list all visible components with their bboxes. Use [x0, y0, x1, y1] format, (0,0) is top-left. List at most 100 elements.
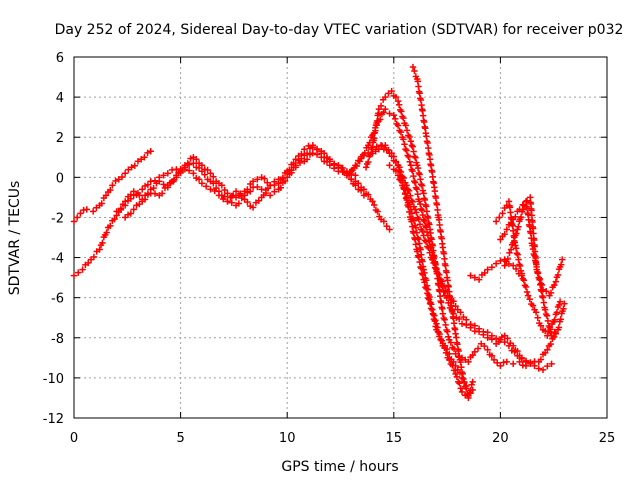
data-point: [443, 345, 451, 353]
data-point: [298, 150, 305, 158]
data-point: [403, 127, 411, 134]
data-point: [279, 174, 287, 182]
data-point: [439, 310, 447, 317]
data-point: [398, 108, 405, 115]
data-point: [383, 222, 390, 230]
data-point: [141, 196, 149, 203]
data-point: [551, 316, 558, 323]
data-point: [365, 158, 372, 166]
data-point: [397, 177, 405, 184]
data-point: [356, 158, 363, 165]
data-point: [160, 172, 167, 179]
data-point: [89, 208, 97, 215]
data-point: [198, 162, 206, 169]
data-point: [103, 229, 110, 236]
data-point: [418, 182, 426, 189]
data-point: [469, 386, 476, 394]
data-point: [107, 186, 114, 194]
data-point: [410, 148, 417, 155]
data-point: [452, 370, 459, 378]
data-point: [516, 262, 524, 270]
data-point: [442, 321, 449, 329]
data-point: [139, 186, 146, 193]
data-point: [403, 147, 410, 154]
data-point: [347, 176, 355, 183]
data-point: [507, 219, 515, 226]
data-point: [480, 331, 487, 338]
data-point: [406, 133, 413, 141]
data-point: [437, 336, 444, 343]
y-tick-label: 2: [56, 131, 64, 146]
data-point: [504, 255, 512, 263]
y-tick-label: 6: [56, 51, 64, 66]
data-point: [481, 342, 488, 350]
data-point: [406, 158, 413, 165]
data-point: [221, 186, 228, 194]
data-point: [408, 210, 416, 217]
data-point: [195, 176, 203, 183]
data-point: [85, 259, 92, 267]
data-point: [526, 295, 533, 303]
data-point: [70, 272, 78, 279]
data-point: [386, 162, 393, 169]
data-point: [514, 347, 521, 355]
data-point: [490, 356, 498, 364]
data-point: [497, 362, 504, 370]
data-point: [394, 162, 402, 169]
data-point: [134, 189, 142, 197]
data-point: [497, 236, 504, 243]
y-tick-label: 4: [56, 91, 64, 106]
data-point: [160, 181, 167, 188]
data-point: [237, 190, 244, 197]
data-point: [147, 148, 154, 155]
data-point: [121, 170, 129, 177]
data-point: [504, 335, 511, 342]
data-point: [522, 362, 530, 370]
data-point: [423, 277, 430, 284]
data-point: [202, 183, 210, 190]
data-point: [436, 333, 443, 340]
y-tick-label: -2: [51, 211, 64, 226]
data-point: [352, 172, 359, 179]
data-point: [371, 135, 378, 142]
data-point: [164, 170, 172, 177]
data-point: [529, 302, 537, 309]
data-point: [515, 256, 522, 263]
data-point: [303, 150, 311, 157]
data-point: [113, 208, 120, 215]
data-point: [343, 172, 351, 179]
data-point: [523, 288, 531, 296]
data-point: [503, 226, 510, 233]
data-point: [405, 153, 412, 161]
data-point: [357, 187, 365, 194]
data-point: [547, 289, 555, 297]
data-point: [559, 256, 566, 263]
data-point: [552, 278, 560, 285]
data-point: [228, 199, 235, 206]
data-point: [409, 198, 416, 206]
data-point: [506, 249, 513, 257]
data-point: [434, 328, 442, 335]
x-tick-label: 5: [176, 431, 184, 446]
data-point: [416, 171, 423, 178]
data-point: [475, 276, 483, 283]
data-point: [544, 317, 552, 325]
data-point: [446, 350, 453, 358]
data-point: [388, 87, 395, 95]
data-point: [388, 150, 395, 157]
data-point: [457, 385, 464, 392]
x-tick-label: 15: [386, 431, 403, 446]
data-point: [320, 150, 328, 157]
data-point: [494, 359, 501, 367]
data-point: [207, 170, 214, 177]
data-point: [394, 172, 402, 179]
data-point: [261, 175, 268, 182]
data-point: [107, 222, 114, 230]
data-point: [555, 324, 563, 331]
data-point: [424, 286, 432, 293]
data-point: [360, 192, 368, 199]
data-point: [127, 210, 135, 217]
data-point: [428, 306, 436, 313]
data-point: [501, 338, 508, 346]
data-point: [488, 264, 496, 271]
